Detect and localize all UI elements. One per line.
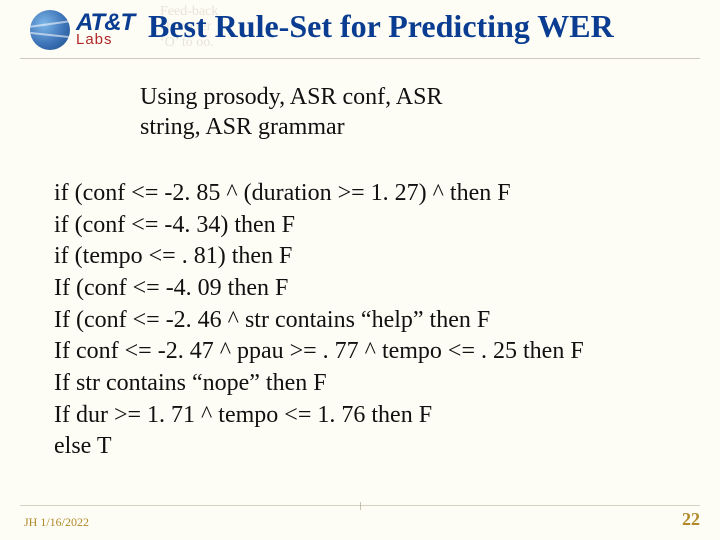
rule-line: If dur >= 1. 71 ^ tempo <= 1. 76 then F — [54, 400, 696, 432]
rule-line: If (conf <= -2. 46 ^ str contains “help”… — [54, 305, 696, 337]
globe-icon — [30, 10, 70, 50]
rule-line: if (tempo <= . 81) then F — [54, 241, 696, 273]
footer-right: 22 — [682, 509, 700, 530]
footer-left: JH 1/16/2022 — [24, 515, 89, 530]
logo-brand: AT&T — [76, 12, 134, 34]
rule-line: If (conf <= -4. 09 then F — [54, 273, 696, 305]
title-underline — [20, 58, 700, 59]
logo: AT&T Labs — [30, 10, 134, 50]
rule-list: if (conf <= -2. 85 ^ (duration >= 1. 27)… — [54, 178, 696, 463]
logo-text: AT&T Labs — [76, 12, 134, 49]
rule-line: else T — [54, 431, 696, 463]
footer-tick — [360, 502, 361, 510]
rule-line: If conf <= -2. 47 ^ ppau >= . 77 ^ tempo… — [54, 336, 696, 368]
subtitle: Using prosody, ASR conf, ASR string, ASR… — [140, 82, 500, 142]
rule-line: If str contains “nope” then F — [54, 368, 696, 400]
rule-line: if (conf <= -4. 34) then F — [54, 210, 696, 242]
rule-line: if (conf <= -2. 85 ^ (duration >= 1. 27)… — [54, 178, 696, 210]
page-title: Best Rule-Set for Predicting WER — [148, 8, 712, 45]
